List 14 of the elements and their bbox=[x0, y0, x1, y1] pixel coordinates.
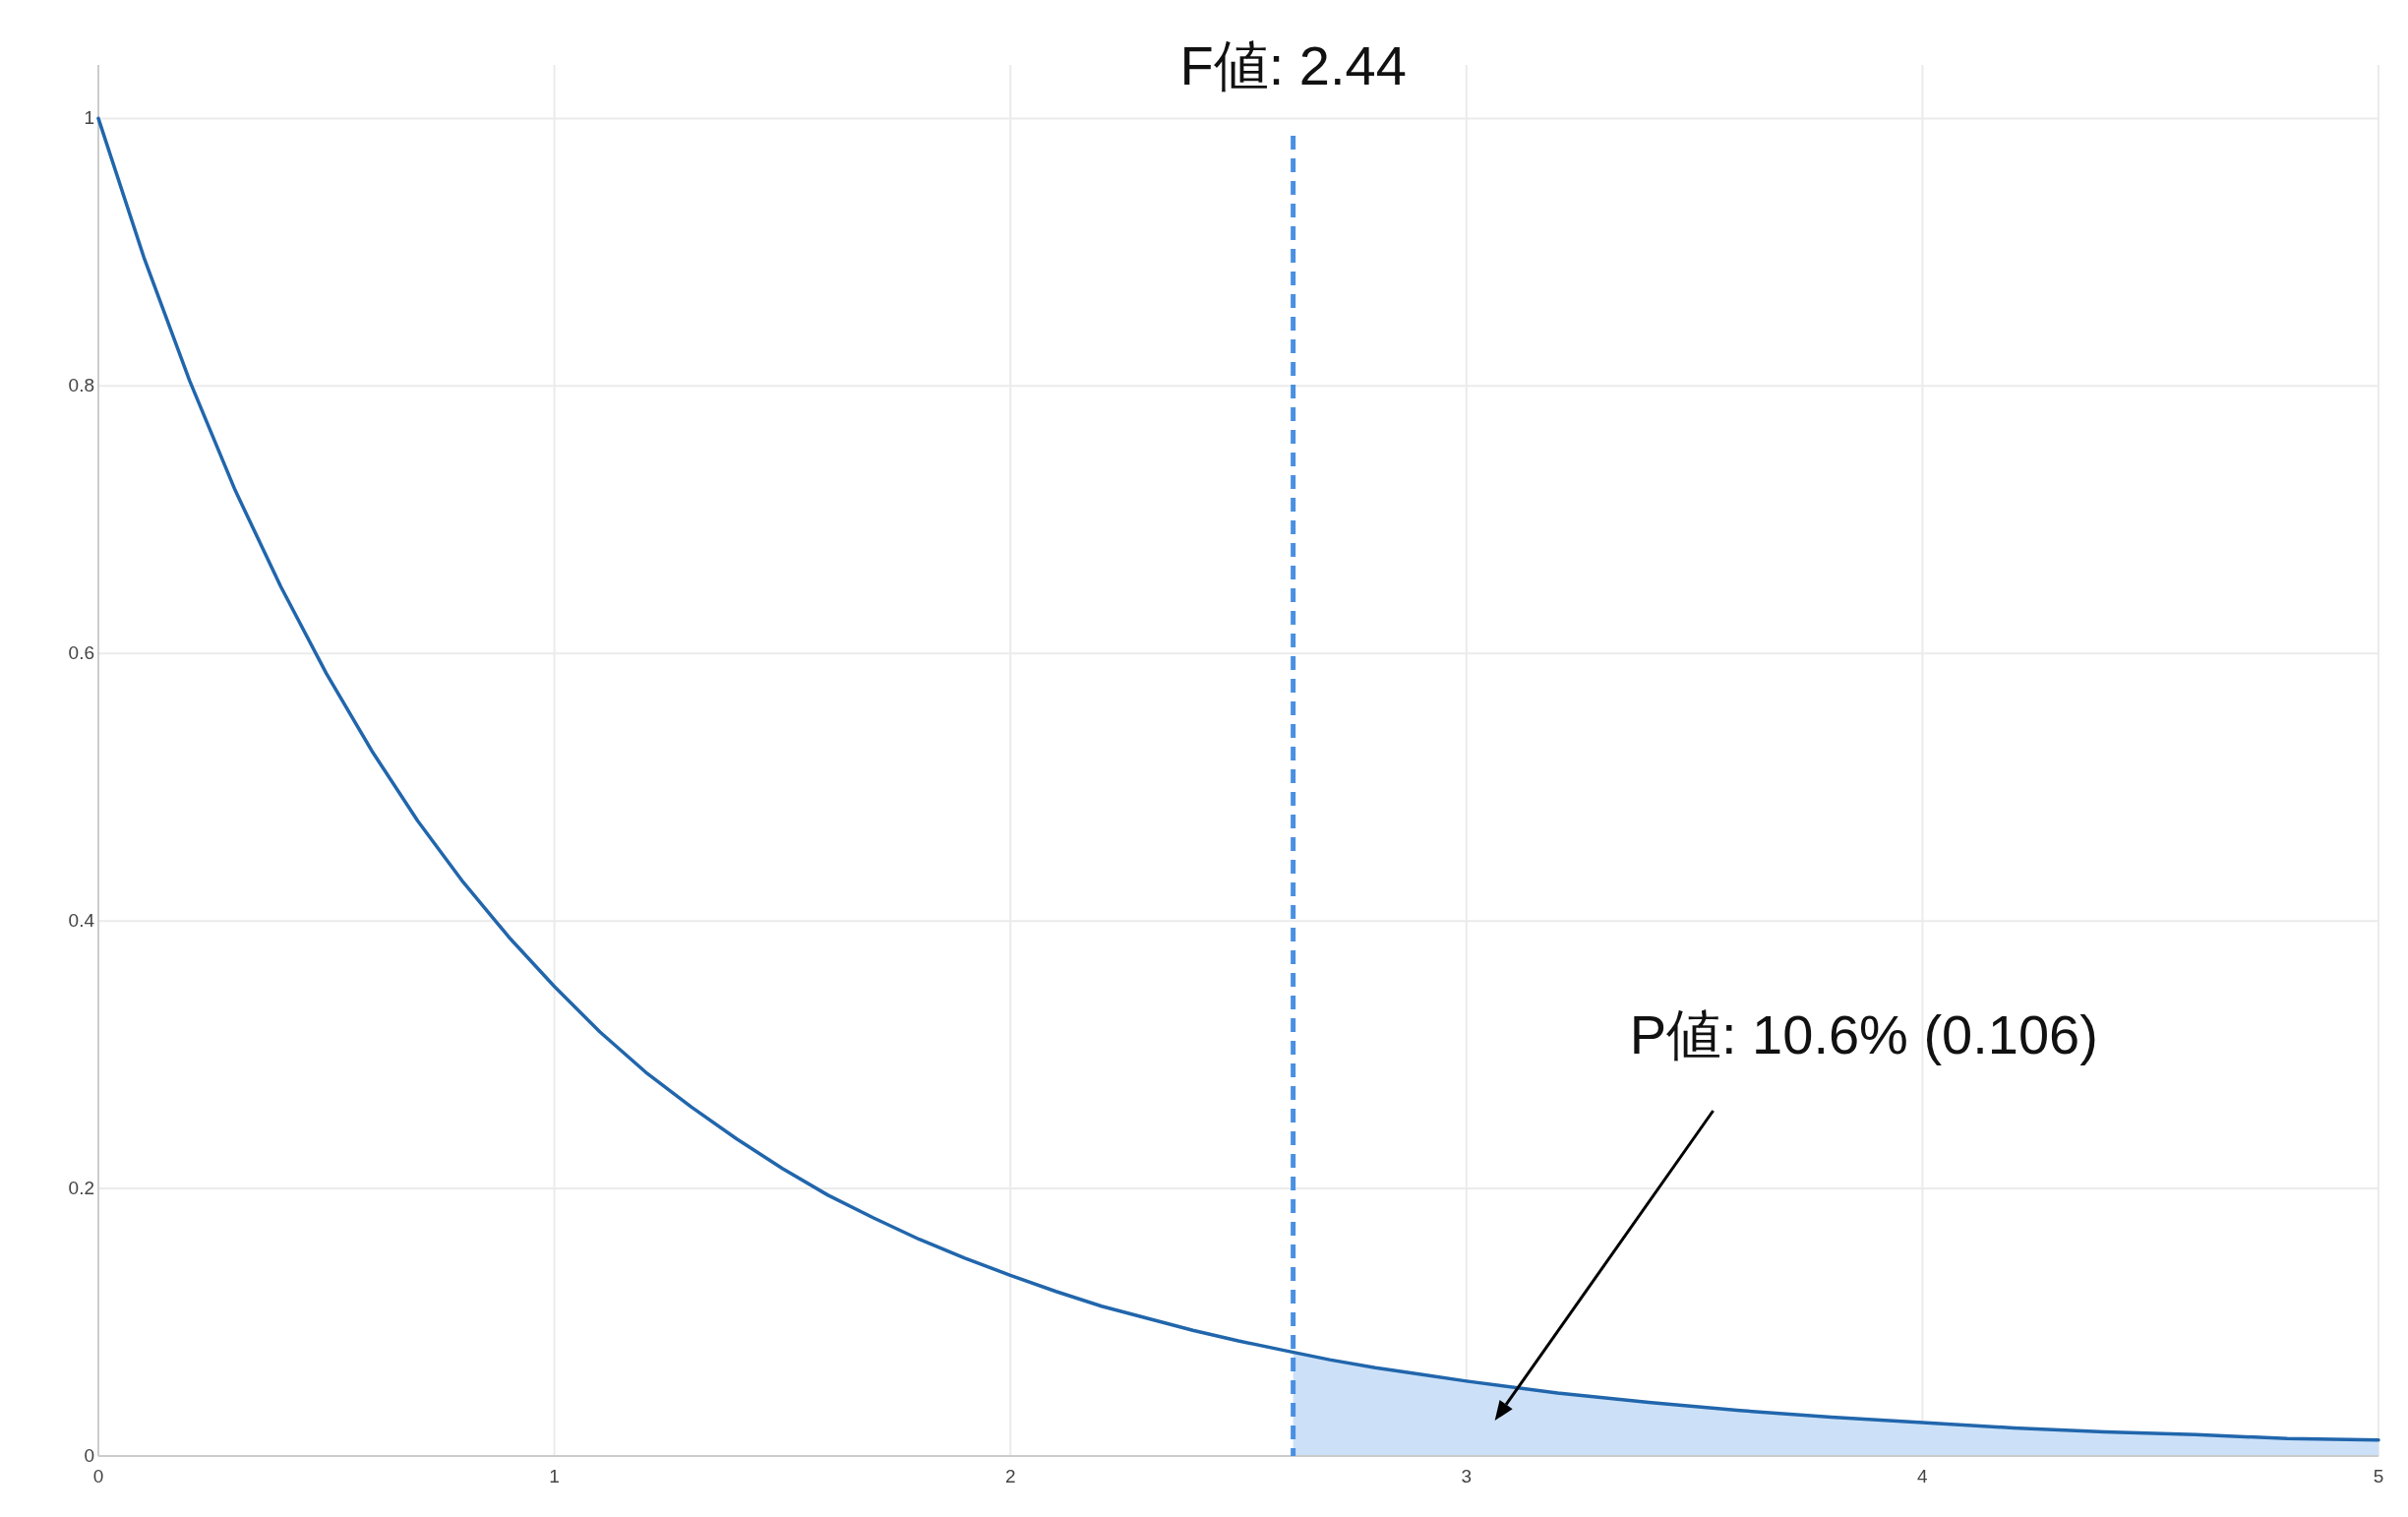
y-tick-label: 0.8 bbox=[68, 375, 94, 396]
x-tick-label: 5 bbox=[2373, 1466, 2384, 1487]
y-tick-label: 0.4 bbox=[68, 910, 95, 932]
x-tick-label: 1 bbox=[549, 1466, 560, 1487]
x-tick-label: 3 bbox=[1461, 1466, 1473, 1487]
y-tick-label: 0.2 bbox=[68, 1178, 94, 1199]
x-tick-label: 4 bbox=[1917, 1466, 1929, 1487]
y-tick-label: 0.6 bbox=[68, 642, 94, 664]
annotation: P値: 10.6% (0.106) bbox=[1629, 1003, 2098, 1065]
annotation: F値: 2.44 bbox=[1179, 34, 1407, 96]
line-series bbox=[96, 116, 2380, 1442]
x-tick-label: 2 bbox=[1004, 1466, 1016, 1487]
y-tick-label: 1 bbox=[84, 107, 94, 129]
y-tick-label: 0 bbox=[84, 1445, 94, 1466]
